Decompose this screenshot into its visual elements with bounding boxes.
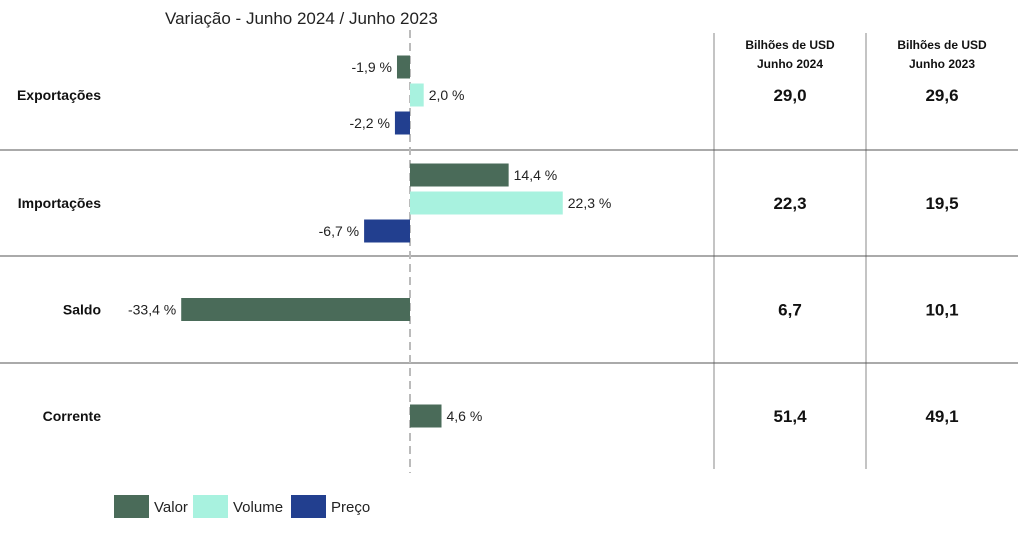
bar-valor <box>410 163 509 187</box>
bar-valor <box>410 404 442 428</box>
category-label: Corrente <box>43 408 102 424</box>
chart-title: Variação - Junho 2024 / Junho 2023 <box>165 9 438 28</box>
table-cell-jun2023: 29,6 <box>925 86 958 105</box>
table-cell-jun2023: 19,5 <box>925 194 958 213</box>
table-cell-jun2023: 49,1 <box>925 407 958 426</box>
table-header-col2-line1: Bilhões de USD <box>897 38 987 52</box>
legend-label-preco: Preço <box>331 499 370 516</box>
bar-valor <box>396 55 410 79</box>
bar-label-valor: -1,9 % <box>352 59 392 75</box>
bar-label-preco: -2,2 % <box>349 115 389 131</box>
legend-swatch-volume <box>193 495 228 518</box>
bar-label-preco: -6,7 % <box>319 223 359 239</box>
legend: Valor Volume Preço <box>114 495 370 518</box>
category-label: Importações <box>18 195 101 211</box>
bar-preco <box>394 111 410 135</box>
legend-swatch-preco <box>291 495 326 518</box>
bar-preco <box>364 219 410 243</box>
legend-swatch-valor <box>114 495 149 518</box>
bar-valor <box>181 298 410 321</box>
table-header-col1-line1: Bilhões de USD <box>745 38 835 52</box>
bar-label-valor: 14,4 % <box>514 167 558 183</box>
rows-group: Exportações 29,0 29,6 Importações 22,3 19,5 Sa… <box>17 86 959 426</box>
bars-group: -1,9 % 2,0 % -2,2 % 14,4 % 22,3 % -6,7 % -33,4… <box>128 55 612 428</box>
table-cell-jun2024: 29,0 <box>773 86 806 105</box>
category-label: Saldo <box>63 302 101 318</box>
table-cell-jun2023: 10,1 <box>925 301 958 320</box>
bar-label-volume: 2,0 % <box>429 87 465 103</box>
bar-label-volume: 22,3 % <box>568 195 612 211</box>
table-header-col2-line2: Junho 2023 <box>909 57 975 71</box>
bar-label-valor: 4,6 % <box>447 408 483 424</box>
legend-label-valor: Valor <box>154 499 188 516</box>
bar-label-valor: -33,4 % <box>128 302 176 318</box>
category-label: Exportações <box>17 87 101 103</box>
table-cell-jun2024: 22,3 <box>773 194 806 213</box>
table-cell-jun2024: 51,4 <box>773 407 807 426</box>
bar-volume <box>410 83 424 107</box>
table-cell-jun2024: 6,7 <box>778 301 802 320</box>
legend-label-volume: Volume <box>233 499 283 516</box>
bar-volume <box>410 191 563 215</box>
table-header-col1-line2: Junho 2024 <box>757 57 823 71</box>
